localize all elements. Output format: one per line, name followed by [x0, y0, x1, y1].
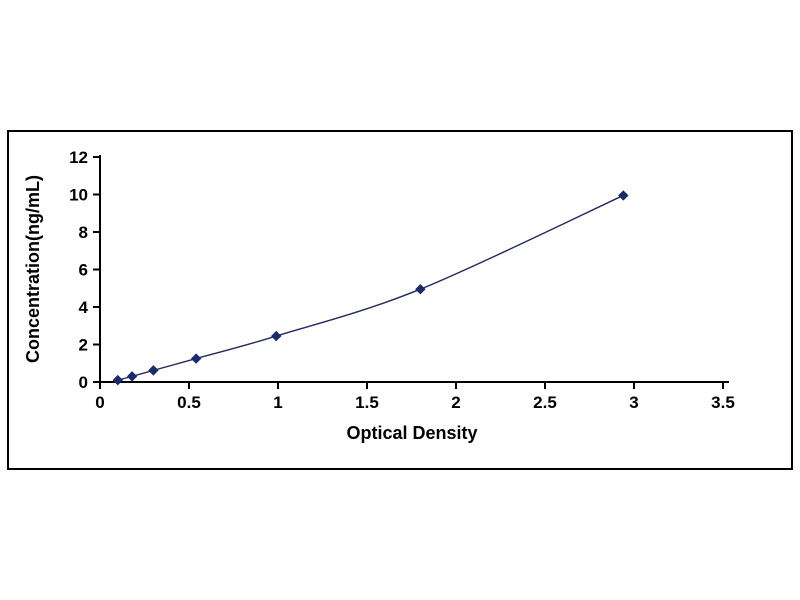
y-tick-label: 4 — [79, 298, 89, 317]
x-tick-label: 0 — [95, 393, 104, 412]
data-point-marker — [190, 353, 202, 364]
x-tick-label: 3 — [629, 393, 638, 412]
data-point-marker — [618, 190, 629, 201]
y-tick-label: 12 — [69, 148, 88, 167]
y-tick-label: 8 — [79, 223, 88, 242]
x-axis-label: Optical Density — [346, 423, 477, 443]
data-point-marker — [415, 283, 426, 295]
x-tick-label: 1 — [273, 393, 282, 412]
x-tick-label: 1.5 — [355, 393, 379, 412]
chart-frame: 0 0.5 1 1.5 2 2.5 3 3.5 0 2 4 6 8 10 12 Concentration(… — [7, 130, 793, 470]
data-point-marker — [148, 365, 159, 376]
plot-layer: 0 0.5 1 1.5 2 2.5 3 3.5 0 2 4 6 8 10 12 — [69, 148, 735, 412]
y-axis-label: Concentration(ng/mL) — [23, 175, 43, 363]
standard-curve-chart: 0 0.5 1 1.5 2 2.5 3 3.5 0 2 4 6 8 10 12 Concentration(… — [23, 148, 735, 443]
y-tick-label: 6 — [79, 261, 88, 280]
data-point-marker — [126, 371, 138, 382]
data-point-marker — [271, 330, 282, 342]
x-tick-label: 3.5 — [711, 393, 735, 412]
x-tick-label: 2.5 — [533, 393, 557, 412]
data-point-marker — [112, 374, 124, 386]
y-tick-label: 10 — [69, 186, 88, 205]
x-tick-label: 0.5 — [177, 393, 201, 412]
y-tick-label: 0 — [79, 373, 88, 392]
y-tick-label: 2 — [79, 336, 88, 355]
x-tick-label: 2 — [451, 393, 460, 412]
curve-line — [117, 194, 624, 381]
